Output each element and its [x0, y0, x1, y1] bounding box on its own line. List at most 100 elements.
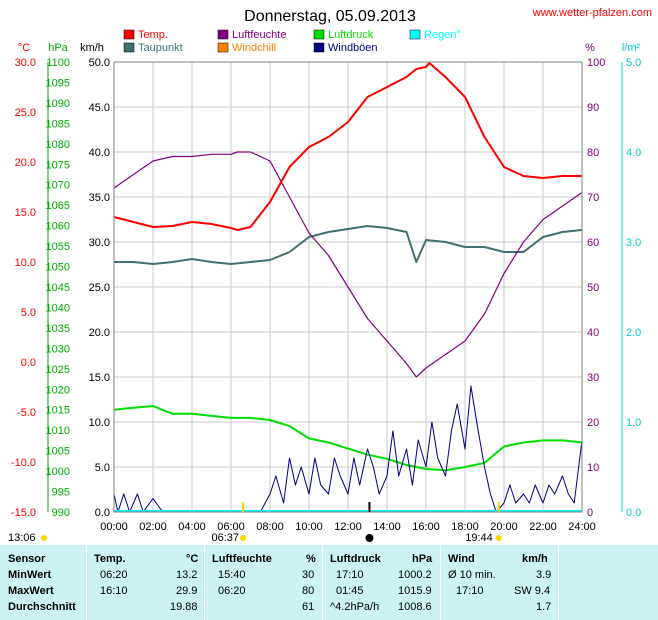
legend-swatch-2	[313, 29, 325, 40]
series-luftfeuchte	[113, 151, 583, 378]
legend-swatch-1	[217, 29, 229, 40]
press-tick: 1060	[46, 221, 70, 233]
unit-hum: %	[585, 42, 595, 54]
rain-tick: 1.0	[626, 417, 641, 429]
header-sensor: Sensor	[8, 553, 46, 565]
x-tick: 02:00	[139, 521, 167, 533]
row-min-hum-time: 15:40	[218, 569, 246, 581]
sunset-label: 19:44	[465, 532, 493, 544]
wind-tick: 35.0	[89, 192, 110, 204]
press-tick: 1065	[46, 200, 70, 212]
x-tick: 08:00	[256, 521, 284, 533]
press-tick: 1010	[46, 425, 70, 437]
temp-tick: 25.0	[15, 107, 36, 119]
legend: Temp. Luftfeuchte Luftdruck Regen° Taupunkt W…	[123, 29, 461, 54]
press-tick: 1090	[46, 98, 70, 110]
row-min-press-val: 1000.2	[398, 569, 432, 581]
wind-tick: 20.0	[89, 327, 110, 339]
stats-table: Sensor Temp. °C Luftfeuchte % Luftdruck …	[0, 545, 658, 620]
left-sun-icon	[41, 535, 47, 541]
unit-temp: °C	[18, 42, 30, 54]
press-tick: 1015	[46, 405, 70, 417]
unit-rain: l/m²	[622, 42, 641, 54]
row-min-hum-val: 30	[302, 569, 315, 581]
series-taupunkt	[114, 225, 583, 265]
row-avg-label: Durchschnitt	[8, 601, 76, 613]
row-avg-press-val: 1008.6	[398, 601, 432, 613]
wind-tick: 0.0	[95, 507, 110, 519]
wind-tick: 45.0	[89, 102, 110, 114]
press-tick: 990	[52, 507, 70, 519]
axis-units: °C hPa km/h% l/m²	[18, 42, 641, 54]
x-tick: 20:00	[490, 521, 518, 533]
temp-tick: 10.0	[15, 257, 36, 269]
temp-tick: -15.0	[11, 507, 36, 519]
temp-tick: -5.0	[17, 407, 36, 419]
legend-label-4: Taupunkt	[138, 42, 183, 54]
x-tick: 10:00	[295, 521, 323, 533]
x-tick: 00:00	[100, 521, 128, 533]
sunrise-label: 06:37	[211, 532, 239, 544]
row-max-temp-time: 16:10	[100, 585, 128, 597]
temp-tick: 0.0	[21, 357, 36, 369]
legend-label-1: Luftfeuchte	[232, 29, 286, 41]
header-press-unit: hPa	[412, 553, 433, 565]
x-tick: 04:00	[178, 521, 206, 533]
row-max-hum-time: 06:20	[218, 585, 246, 597]
row-min-wind-val: 3.9	[536, 569, 552, 581]
press-tick: 1040	[46, 302, 70, 314]
hum-tick: 0	[587, 507, 593, 519]
press-tick: 1075	[46, 159, 70, 171]
wind-tick: 50.0	[89, 57, 110, 69]
rain-tick: 5.0	[626, 57, 641, 69]
wind-tick: 25.0	[89, 282, 110, 294]
row-min-temp-val: 13.2	[176, 569, 198, 581]
press-tick: 1035	[46, 323, 70, 335]
legend-swatch-4	[123, 42, 135, 53]
legend-label-2: Luftdruck	[328, 29, 374, 41]
row-max-press-val: 1015.9	[398, 585, 432, 597]
left-time-label: 13:06	[8, 532, 36, 544]
row-avg-hum-val: 61	[302, 601, 315, 613]
legend-swatch-3	[409, 29, 421, 40]
row-min-temp-time: 06:20	[100, 569, 128, 581]
rain-tick: 3.0	[626, 237, 641, 249]
series-group	[113, 62, 583, 513]
row-max-temp-val: 29.9	[176, 585, 198, 597]
press-tick: 1070	[46, 180, 70, 192]
legend-label-3: Regen°	[424, 29, 461, 41]
rain-tick: 4.0	[626, 147, 641, 159]
row-avg-temp-val: 19.88	[170, 601, 198, 613]
hum-tick: 20	[587, 417, 599, 429]
hum-tick: 40	[587, 327, 599, 339]
x-tick: 06:00	[217, 521, 245, 533]
press-tick: 1000	[46, 466, 70, 478]
legend-label-0: Temp.	[138, 29, 168, 41]
press-tick: 1055	[46, 241, 70, 253]
temp-tick: 5.0	[21, 307, 36, 319]
temp-tick: 20.0	[15, 157, 36, 169]
wind-tick: 30.0	[89, 237, 110, 249]
hum-tick: 60	[587, 237, 599, 249]
unit-wind: km/h	[80, 42, 104, 54]
press-tick: 1095	[46, 77, 70, 89]
hum-tick: 70	[587, 192, 599, 204]
row-max-hum-val: 80	[302, 585, 315, 597]
unit-press: hPa	[48, 42, 68, 54]
hum-tick: 50	[587, 282, 599, 294]
press-tick: 1085	[46, 118, 70, 130]
header-press: Luftdruck	[330, 553, 381, 565]
series-temp	[113, 62, 582, 231]
temp-tick: -10.0	[11, 457, 36, 469]
sun-markers: 06:37 19:44 13:06	[8, 502, 502, 544]
rain-tick: 0.0	[626, 507, 641, 519]
press-tick: 1030	[46, 343, 70, 355]
source-link[interactable]: www.wetter-pfalzen.com	[532, 7, 652, 19]
row-min-press-time: 17:10	[336, 569, 364, 581]
press-tick: 1050	[46, 262, 70, 274]
press-tick: 1005	[46, 446, 70, 458]
row-avg-press-time: ^4.2hPa/h	[330, 601, 380, 613]
header-temp: Temp.	[94, 553, 126, 565]
header-hum: Luftfeuchte	[212, 553, 272, 565]
press-tick: 1045	[46, 282, 70, 294]
